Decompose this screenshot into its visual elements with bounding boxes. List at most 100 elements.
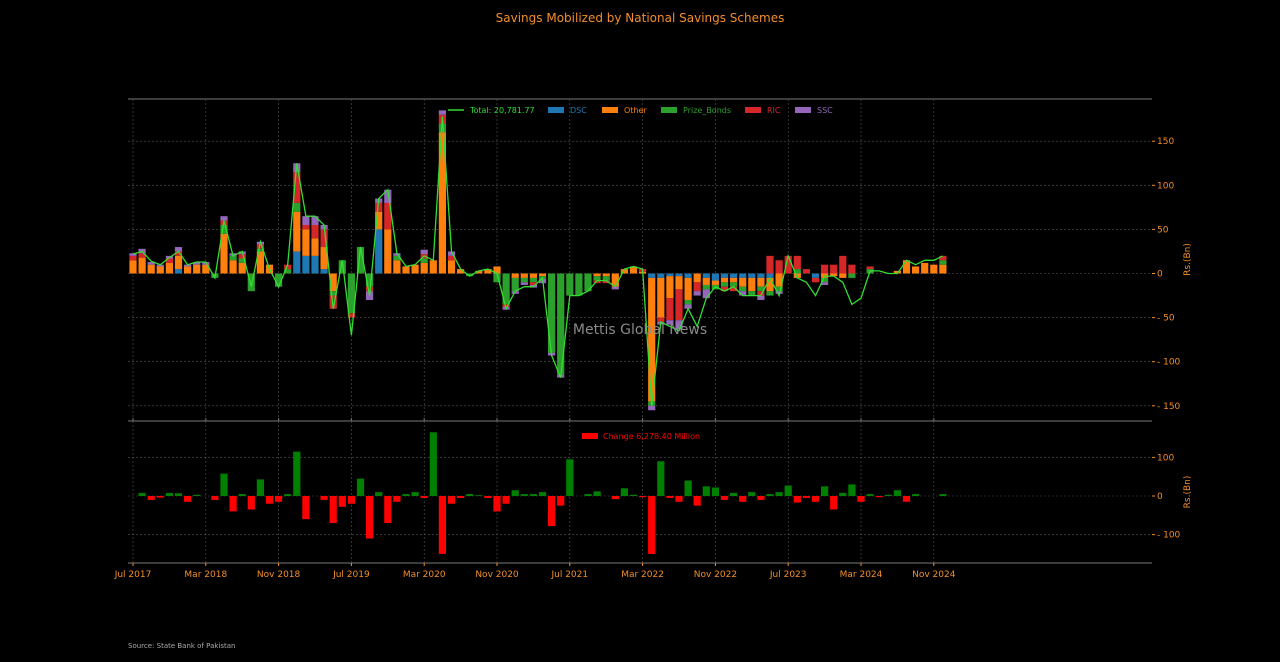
upper-ytick-label: 150 bbox=[1157, 137, 1174, 147]
change-bar bbox=[356, 478, 365, 496]
x-tick-label: Jul 2021 bbox=[550, 570, 588, 580]
bar-ric bbox=[802, 269, 810, 274]
legend-change-swatch bbox=[582, 433, 598, 439]
legend-other-swatch bbox=[602, 107, 618, 113]
bar-ric bbox=[138, 253, 146, 258]
bar-other bbox=[475, 270, 483, 274]
bar-other bbox=[493, 266, 501, 274]
change-bar bbox=[484, 496, 492, 498]
bar-ric bbox=[657, 317, 665, 323]
bar-other bbox=[902, 260, 911, 274]
bar-ric bbox=[311, 224, 319, 239]
bar-dsc bbox=[375, 229, 383, 274]
bar-prize-bonds bbox=[939, 260, 947, 265]
bar-dsc bbox=[666, 273, 674, 277]
bar-prize-bonds bbox=[329, 291, 337, 296]
bar-other bbox=[447, 260, 456, 274]
change-bar bbox=[666, 496, 674, 498]
bar-ssc bbox=[393, 253, 401, 256]
change-bar bbox=[720, 496, 729, 500]
change-bar bbox=[939, 494, 947, 496]
upper-panel: - 150 - 100 - 50 0 50 100 150 Rs.(Bn) Mettis … bbox=[128, 98, 1193, 420]
change-bar bbox=[147, 496, 155, 500]
bar-ric bbox=[165, 258, 173, 263]
bar-prize-bonds bbox=[284, 269, 292, 274]
change-bar bbox=[238, 494, 246, 496]
bar-ric bbox=[293, 172, 301, 203]
bar-ssc bbox=[447, 251, 456, 256]
upper-ytick-label: 0 bbox=[1157, 270, 1163, 280]
bar-other bbox=[702, 277, 710, 285]
bar-prize-bonds bbox=[757, 286, 765, 292]
bar-ric bbox=[502, 304, 510, 308]
bar-ric bbox=[347, 313, 355, 318]
change-bar bbox=[293, 451, 301, 496]
bar-ssc bbox=[311, 216, 319, 225]
bar-other bbox=[939, 264, 947, 274]
bar-prize-bonds bbox=[766, 291, 774, 296]
bar-prize-bonds bbox=[493, 273, 501, 283]
bar-ric bbox=[666, 298, 674, 321]
change-bar bbox=[766, 494, 774, 496]
bar-ssc bbox=[739, 291, 747, 296]
bar-prize-bonds bbox=[821, 277, 829, 283]
change-bar bbox=[229, 496, 237, 512]
bar-ssc bbox=[757, 295, 765, 300]
bar-prize-bonds bbox=[438, 123, 446, 133]
change-bar bbox=[875, 496, 883, 498]
bar-ssc bbox=[302, 216, 310, 225]
bar-ric bbox=[720, 286, 729, 292]
change-bar bbox=[711, 487, 719, 496]
bar-other bbox=[830, 273, 838, 277]
bar-ric bbox=[320, 229, 328, 248]
upper-ytick-label: - 150 bbox=[1157, 402, 1181, 412]
bar-ric bbox=[775, 260, 783, 274]
bar-dsc bbox=[811, 273, 820, 278]
bar-other bbox=[529, 273, 537, 278]
bar-other bbox=[384, 229, 392, 274]
change-bar bbox=[138, 492, 146, 496]
change-bar bbox=[684, 480, 692, 496]
change-bar bbox=[629, 494, 638, 496]
bar-other bbox=[429, 260, 437, 274]
change-bar bbox=[402, 494, 410, 496]
bar-prize-bonds bbox=[702, 284, 710, 290]
bar-ric bbox=[830, 264, 838, 274]
bar-other bbox=[684, 277, 692, 300]
x-axis: Jul 2017 Mar 2018 Nov 2018 Jul 2019 Mar 2020… bbox=[114, 418, 956, 580]
bar-other bbox=[220, 233, 228, 274]
bar-ric bbox=[529, 282, 537, 285]
bar-other bbox=[165, 262, 173, 274]
bar-prize-bonds bbox=[511, 277, 519, 292]
bar-prize-bonds bbox=[420, 258, 428, 263]
legend-total: Total: 20,781.77 bbox=[469, 106, 535, 115]
x-tick-label: Nov 2018 bbox=[257, 570, 301, 580]
lower-ylabel: Rs.(Bn) bbox=[1183, 476, 1193, 509]
change-bar bbox=[338, 496, 346, 507]
change-bar bbox=[748, 492, 756, 496]
legend-ric-swatch bbox=[745, 107, 761, 113]
bar-other bbox=[311, 238, 319, 256]
bar-ssc bbox=[821, 282, 829, 285]
change-bar bbox=[375, 492, 383, 496]
x-tick-label: Mar 2022 bbox=[621, 570, 664, 580]
bar-other bbox=[256, 251, 264, 274]
bar-other bbox=[766, 277, 774, 292]
bar-prize-bonds bbox=[775, 286, 783, 292]
bar-other bbox=[129, 260, 137, 274]
bar-ssc bbox=[702, 289, 710, 299]
bar-ssc bbox=[648, 405, 656, 411]
change-bar bbox=[211, 496, 219, 500]
x-tick-label: Mar 2018 bbox=[184, 570, 227, 580]
bar-other bbox=[921, 262, 929, 274]
bar-prize-bonds bbox=[502, 273, 510, 305]
change-bar bbox=[830, 496, 838, 510]
bar-ssc bbox=[520, 282, 528, 285]
bar-other bbox=[375, 211, 383, 230]
change-bar bbox=[447, 496, 456, 504]
bar-other bbox=[520, 273, 528, 278]
bar-dsc bbox=[748, 273, 756, 278]
bar-dsc bbox=[648, 273, 656, 278]
bar-ric bbox=[129, 255, 137, 261]
